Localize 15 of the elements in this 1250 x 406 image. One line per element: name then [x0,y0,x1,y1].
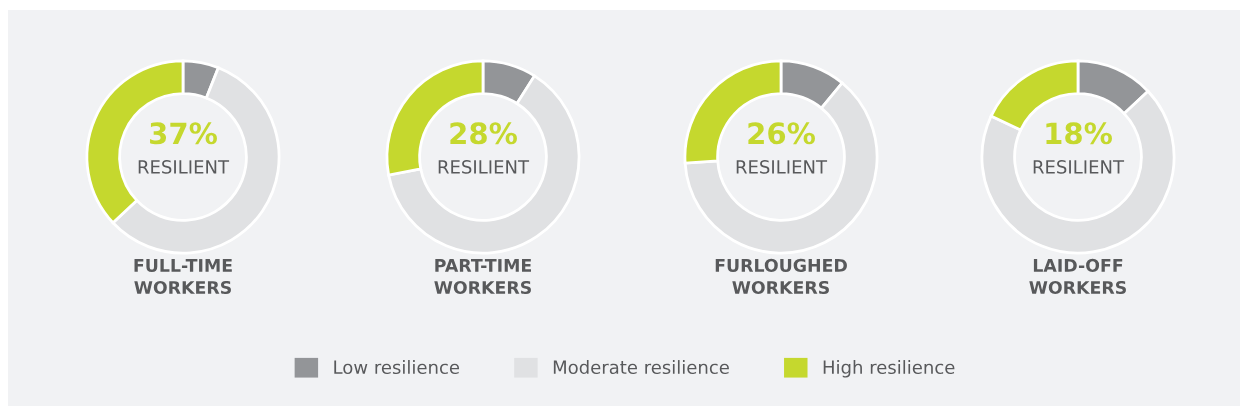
text: RESILIENT [438,160,530,174]
data-label: 26% [748,122,815,145]
legend-label: Moderate resilience [553,360,729,375]
legend-label: High resilience [823,360,955,378]
text: RESILIENT [1033,160,1125,174]
text: RESILIENT [736,160,828,174]
data-label: 37% [150,122,217,145]
legend-label: Low resilience [334,360,460,375]
text: FURLOUGHED WORKERS [715,258,847,295]
data-label: 28% [450,122,517,145]
text: PART-TIME WORKERS [434,259,531,295]
data-label: 18% [1046,122,1112,145]
text: RESILIENT [138,160,230,174]
text: FULL-TIME WORKERS [134,259,232,295]
text: LAID-OFF WORKERS [1029,258,1126,295]
